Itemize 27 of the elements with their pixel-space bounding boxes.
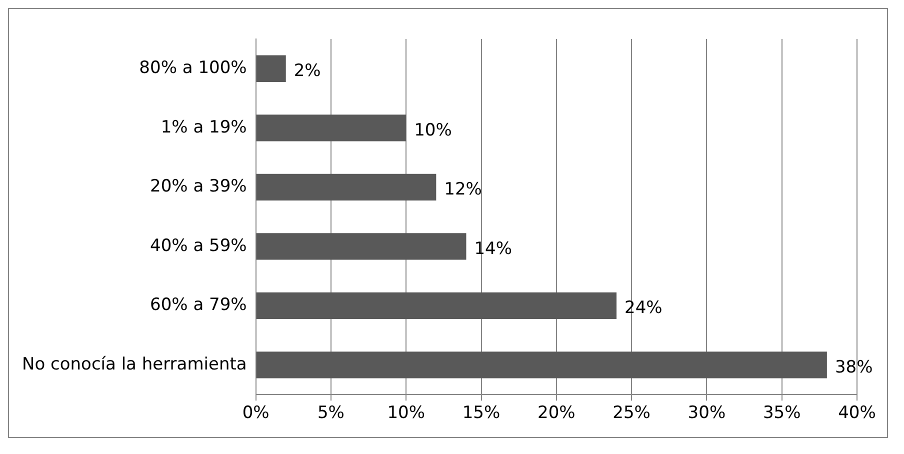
y-tick-label: No conocía la herramienta	[22, 354, 247, 374]
x-tick-label: 15%	[462, 403, 500, 424]
data-label: 38%	[834, 357, 873, 378]
x-tick-label: 30%	[688, 403, 726, 424]
x-tick-label: 5%	[317, 403, 344, 424]
x-tick-label: 0%	[242, 403, 270, 424]
data-label: 12%	[444, 180, 482, 200]
bar	[256, 233, 466, 260]
bar	[256, 352, 827, 378]
bar	[256, 174, 436, 200]
data-label: 2%	[294, 61, 321, 82]
data-label: 14%	[474, 238, 512, 259]
bar	[256, 114, 406, 142]
x-tick-label: 25%	[612, 403, 650, 424]
x-tick-label: 35%	[762, 403, 801, 424]
x-tick-label: 40%	[838, 403, 876, 424]
y-tick-label: 20% a 39%	[150, 176, 247, 197]
y-tick-label: 40% a 59%	[150, 236, 247, 256]
y-tick-label: 1% a 19%	[160, 117, 247, 138]
x-tick-label: 20%	[538, 403, 576, 424]
x-tick-label: 10%	[387, 403, 426, 424]
bar	[256, 55, 286, 82]
y-tick-label: 60% a 79%	[150, 295, 247, 316]
data-label: 24%	[624, 298, 662, 318]
data-label: 10%	[414, 120, 452, 140]
y-tick-label: 80% a 100%	[139, 58, 247, 78]
bar	[256, 292, 617, 320]
